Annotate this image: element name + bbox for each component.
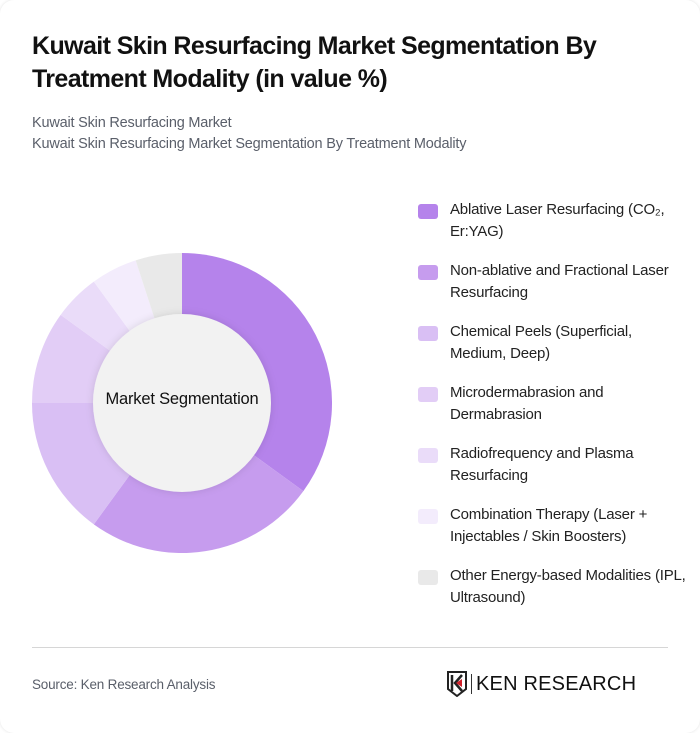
legend: Ablative Laser Resurfacing (CO₂, Er:YAG)… (418, 199, 688, 626)
ken-research-logo-icon (447, 671, 467, 697)
legend-swatch (418, 509, 438, 524)
legend-item[interactable]: Radiofrequency and Plasma Resurfacing (418, 443, 688, 504)
subtitle: Kuwait Skin Resurfacing Market Kuwait Sk… (32, 113, 466, 155)
legend-swatch (418, 387, 438, 402)
legend-item[interactable]: Microdermabrasion and Dermabrasion (418, 382, 688, 443)
donut-chart (32, 253, 332, 553)
source-text: Source: Ken Research Analysis (32, 677, 216, 692)
page-title: Kuwait Skin Resurfacing Market Segmentat… (32, 32, 597, 93)
logo-text: KEN RESEARCH (476, 672, 637, 695)
subtitle-line-1: Kuwait Skin Resurfacing Market (32, 115, 232, 131)
logo-divider (471, 674, 472, 694)
legend-label: Other Energy-based Modalities (IPL, Ultr… (450, 567, 686, 606)
legend-swatch (418, 570, 438, 585)
legend-item[interactable]: Other Energy-based Modalities (IPL, Ultr… (418, 565, 688, 626)
legend-label: Non-ablative and Fractional Laser Resurf… (450, 262, 669, 301)
legend-swatch (418, 448, 438, 463)
legend-item[interactable]: Non-ablative and Fractional Laser Resurf… (418, 260, 688, 321)
subtitle-line-2: Kuwait Skin Resurfacing Market Segmentat… (32, 136, 467, 152)
legend-label: Microdermabrasion and Dermabrasion (450, 384, 604, 423)
legend-swatch (418, 326, 438, 341)
legend-item[interactable]: Chemical Peels (Superficial, Medium, Dee… (418, 321, 688, 382)
legend-swatch (418, 204, 438, 219)
footer-divider (32, 647, 668, 648)
legend-label: Chemical Peels (Superficial, Medium, Dee… (450, 323, 632, 362)
legend-label: Combination Therapy (Laser + Injectables… (450, 506, 648, 545)
donut-center (93, 314, 271, 492)
ken-research-logo: KEN RESEARCH (447, 671, 636, 697)
legend-item[interactable]: Ablative Laser Resurfacing (CO₂, Er:YAG) (418, 199, 688, 260)
legend-label: Ablative Laser Resurfacing (CO₂, Er:YAG) (450, 201, 665, 240)
legend-label: Radiofrequency and Plasma Resurfacing (450, 445, 634, 484)
legend-item[interactable]: Combination Therapy (Laser + Injectables… (418, 504, 688, 565)
legend-swatch (418, 265, 438, 280)
center-label: Market Segmentation (105, 390, 259, 408)
